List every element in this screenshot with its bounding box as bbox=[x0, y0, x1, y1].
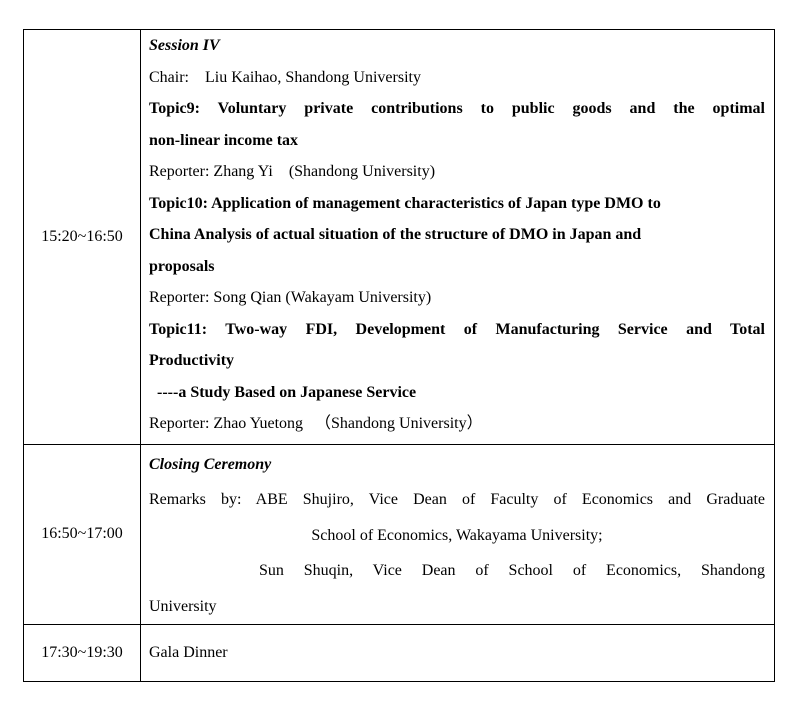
chair-line: Chair: Liu Kaihao, Shandong University bbox=[149, 68, 421, 86]
topic10-line-3: proposals bbox=[149, 257, 215, 275]
time-cell: 15:20~16:50 bbox=[23, 29, 141, 445]
topic11-line-3: ----a Study Based on Japanese Service bbox=[157, 383, 417, 401]
topic9-line-1: Topic9: Voluntary private contributions … bbox=[149, 100, 765, 117]
remarks-line-1: Remarks by: ABE Shujiro, Vice Dean of Fa… bbox=[149, 491, 765, 508]
closing-cell: Closing Ceremony Remarks by: ABE Shujiro… bbox=[140, 443, 775, 625]
reporter10: Reporter: Song Qian (Wakayam University) bbox=[149, 289, 432, 306]
reporter11: Reporter: Zhao Yuetong （Shandong Univers… bbox=[149, 415, 483, 432]
schedule-row-session-iv: 15:20~16:50 Session IV Chair: Liu Kaihao… bbox=[23, 29, 775, 445]
closing-title: Closing Ceremony bbox=[149, 455, 272, 473]
topic10-line-1: Topic10: Application of management chara… bbox=[149, 194, 661, 212]
time-cell: 17:30~19:30 bbox=[23, 624, 141, 682]
schedule-table: 15:20~16:50 Session IV Chair: Liu Kaihao… bbox=[23, 29, 775, 682]
remarks-line-2: School of Economics, Wakayama University… bbox=[311, 526, 603, 544]
session-cell: Session IV Chair: Liu Kaihao, Shandong U… bbox=[140, 29, 775, 445]
topic11-line-1: Topic11: Two-way FDI, Development of Man… bbox=[149, 320, 765, 338]
topic10-line-2: China Analysis of actual situation of th… bbox=[149, 226, 642, 243]
reporter9: Reporter: Zhang Yi (Shandong University) bbox=[149, 163, 436, 180]
remarks-line-3: Sun Shuqin, Vice Dean of School of Econo… bbox=[259, 562, 765, 579]
schedule-row-dinner: 17:30~19:30 Gala Dinner bbox=[23, 624, 775, 682]
remarks-line-4: University bbox=[149, 597, 217, 615]
time-cell: 16:50~17:00 bbox=[23, 443, 141, 625]
topic9-line-2: non-linear income tax bbox=[149, 131, 299, 149]
topic11-line-2: Productivity bbox=[149, 352, 235, 369]
schedule-row-closing: 16:50~17:00 Closing Ceremony Remarks by:… bbox=[23, 443, 775, 625]
dinner-cell: Gala Dinner bbox=[140, 624, 775, 682]
session-title: Session IV bbox=[149, 37, 220, 54]
